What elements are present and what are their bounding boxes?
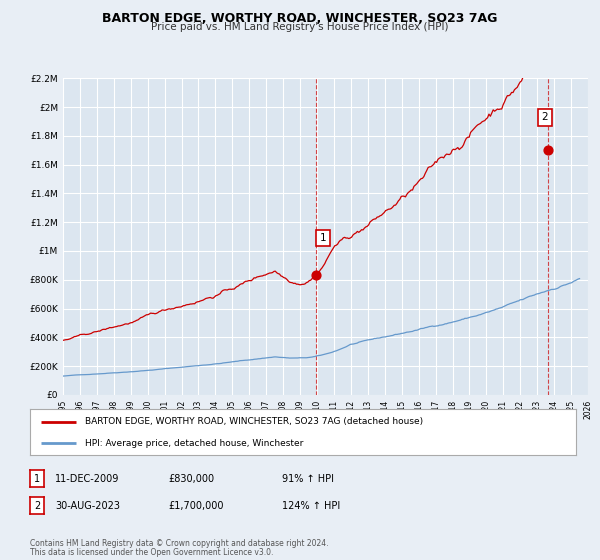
Text: Price paid vs. HM Land Registry's House Price Index (HPI): Price paid vs. HM Land Registry's House … bbox=[151, 22, 449, 32]
Point bbox=[544, 146, 553, 155]
Text: 30-AUG-2023: 30-AUG-2023 bbox=[55, 501, 120, 511]
Text: £830,000: £830,000 bbox=[168, 474, 214, 484]
Text: Contains HM Land Registry data © Crown copyright and database right 2024.: Contains HM Land Registry data © Crown c… bbox=[30, 539, 329, 548]
Text: 2: 2 bbox=[34, 501, 40, 511]
Text: 1: 1 bbox=[34, 474, 40, 484]
Text: 2: 2 bbox=[542, 112, 548, 122]
Text: HPI: Average price, detached house, Winchester: HPI: Average price, detached house, Winc… bbox=[85, 438, 303, 448]
Text: 1: 1 bbox=[320, 233, 326, 243]
Text: 124% ↑ HPI: 124% ↑ HPI bbox=[282, 501, 340, 511]
Point bbox=[311, 271, 321, 280]
Text: £1,700,000: £1,700,000 bbox=[168, 501, 224, 511]
Text: BARTON EDGE, WORTHY ROAD, WINCHESTER, SO23 7AG: BARTON EDGE, WORTHY ROAD, WINCHESTER, SO… bbox=[103, 12, 497, 25]
Text: 91% ↑ HPI: 91% ↑ HPI bbox=[282, 474, 334, 484]
Text: BARTON EDGE, WORTHY ROAD, WINCHESTER, SO23 7AG (detached house): BARTON EDGE, WORTHY ROAD, WINCHESTER, SO… bbox=[85, 417, 423, 426]
Text: This data is licensed under the Open Government Licence v3.0.: This data is licensed under the Open Gov… bbox=[30, 548, 274, 557]
Text: 11-DEC-2009: 11-DEC-2009 bbox=[55, 474, 119, 484]
